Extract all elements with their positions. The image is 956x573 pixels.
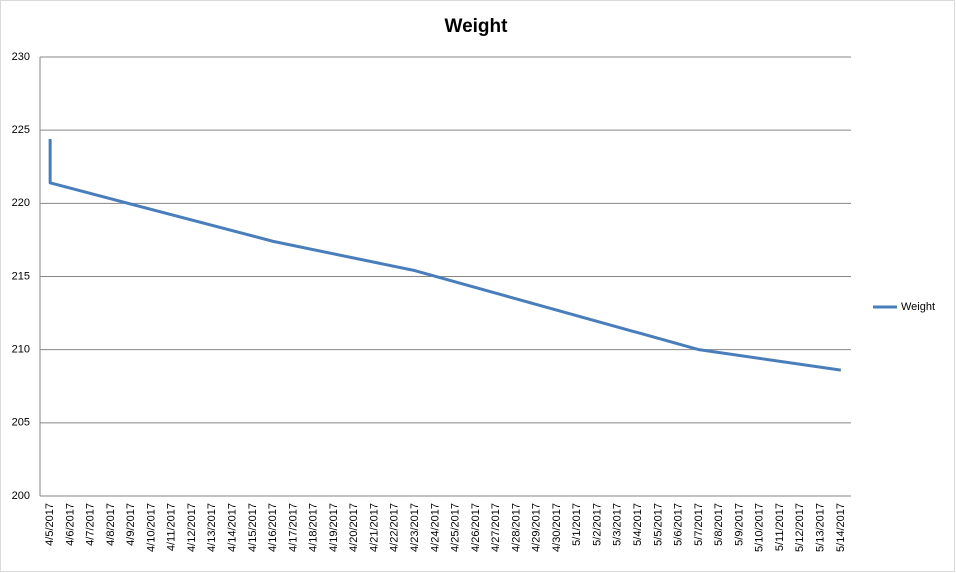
y-tick-label: 230	[12, 51, 30, 63]
x-tick-label: 4/6/2017	[64, 503, 76, 546]
x-tick-label: 4/18/2017	[308, 503, 320, 552]
x-tick-label: 4/21/2017	[368, 503, 380, 552]
x-tick-label: 4/5/2017	[44, 503, 56, 546]
x-tick-label: 5/14/2017	[835, 503, 847, 552]
x-tick-label: 4/22/2017	[389, 503, 401, 552]
x-tick-label: 5/9/2017	[733, 503, 745, 546]
x-tick-label: 5/8/2017	[713, 503, 725, 546]
x-tick-label: 4/23/2017	[409, 503, 421, 552]
x-tick-label: 4/26/2017	[470, 503, 482, 552]
x-tick-label: 5/10/2017	[754, 503, 766, 552]
x-tick-label: 4/7/2017	[85, 503, 97, 546]
y-tick-label: 200	[12, 490, 30, 502]
x-tick-label: 4/20/2017	[348, 503, 360, 552]
y-tick-label: 210	[12, 344, 30, 356]
x-tick-label: 5/12/2017	[794, 503, 806, 552]
x-tick-label: 4/19/2017	[328, 503, 340, 552]
x-tick-label: 5/5/2017	[652, 503, 664, 546]
y-tick-label: 205	[12, 417, 30, 429]
x-tick-label: 5/3/2017	[612, 503, 624, 546]
x-tick-label: 4/15/2017	[247, 503, 259, 552]
x-tick-label: 5/2/2017	[591, 503, 603, 546]
x-tick-label: 4/8/2017	[105, 503, 117, 546]
x-tick-label: 4/27/2017	[490, 503, 502, 552]
x-tick-label: 5/13/2017	[814, 503, 826, 552]
x-tick-label: 4/25/2017	[450, 503, 462, 552]
x-tick-label: 4/17/2017	[287, 503, 299, 552]
x-tick-label: 4/11/2017	[166, 503, 178, 551]
x-tick-label: 4/13/2017	[206, 503, 218, 552]
chart-title: Weight	[445, 16, 509, 37]
x-tick-label: 5/7/2017	[693, 503, 705, 546]
x-tick-label: 5/6/2017	[673, 503, 685, 546]
y-tick-label: 220	[12, 197, 30, 209]
legend-label: Weight	[901, 301, 935, 313]
x-tick-label: 5/11/2017	[774, 503, 786, 551]
x-tick-label: 5/4/2017	[632, 503, 644, 546]
x-tick-label: 4/14/2017	[227, 503, 239, 552]
x-tick-label: 4/16/2017	[267, 503, 279, 552]
x-tick-label: 5/1/2017	[571, 503, 583, 546]
data-line	[48, 138, 842, 372]
x-tick-label: 4/9/2017	[125, 503, 137, 546]
x-tick-label: 4/29/2017	[531, 503, 543, 552]
x-tick-label: 4/30/2017	[551, 503, 563, 552]
x-tick-label: 4/28/2017	[510, 503, 522, 552]
y-tick-label: 215	[12, 270, 30, 282]
x-tick-label: 4/10/2017	[145, 503, 157, 552]
x-tick-label: 4/24/2017	[429, 503, 441, 552]
y-tick-label: 225	[12, 124, 30, 136]
x-tick-label: 4/12/2017	[186, 503, 198, 552]
